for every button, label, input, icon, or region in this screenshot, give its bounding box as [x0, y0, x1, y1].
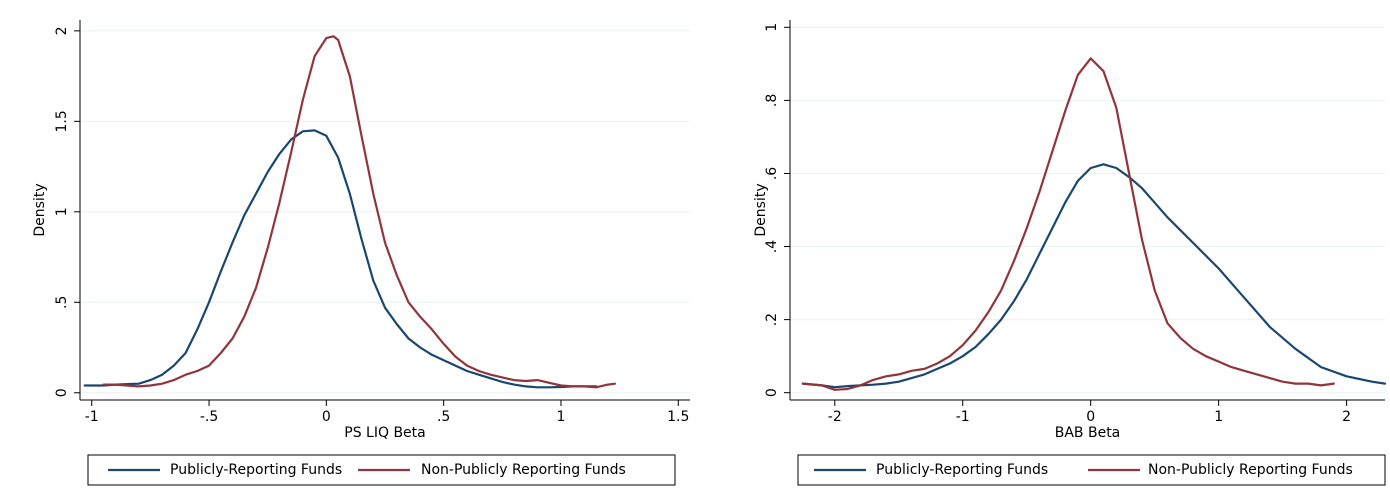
- chart-panel-1: 0 .5 1 1.5 2 -1 -.5 0 .5 1 1.5 PS LIQ Beta Density Pu…: [32, 20, 690, 486]
- y-axis-title: Density: [753, 183, 769, 236]
- x-tick-label-4: 2: [1342, 409, 1351, 425]
- x-tick-label-4: 1: [557, 409, 566, 425]
- y-tick-label-3: .6: [764, 167, 780, 180]
- y-tick-label-4: .8: [764, 94, 780, 107]
- legend: Publicly-Reporting Funds Non-Publicly Rep…: [797, 454, 1386, 486]
- x-tick-label-0: -2: [828, 409, 842, 425]
- y-tick-label-1: .2: [764, 313, 780, 326]
- x-tick-label-3: .5: [437, 409, 450, 425]
- y-axis-title: Density: [32, 183, 48, 236]
- legend-label-1: Publicly-Reporting Funds: [876, 462, 1048, 478]
- x-tick-label-1: -1: [956, 409, 970, 425]
- legend-label-2: Non-Publicly Reporting Funds: [421, 462, 626, 478]
- chart-panel-2: 0 .2 .4 .6 .8 1 -2 -1 0 1 2 BAB Beta Density Publicly…: [753, 20, 1387, 486]
- y-tick-label-0: 0: [764, 388, 780, 397]
- y-tick-label-0: 0: [54, 388, 70, 397]
- y-tick-label-4: 2: [54, 26, 70, 35]
- legend: Publicly-Reporting Funds Non-Publicly Rep…: [87, 454, 676, 486]
- y-tick-label-5: 1: [764, 23, 780, 32]
- x-tick-label-5: 1.5: [667, 409, 689, 425]
- y-tick-label-2: 1: [54, 207, 70, 216]
- legend-label-2: Non-Publicly Reporting Funds: [1148, 462, 1353, 478]
- series-line-1: [83, 129, 598, 389]
- series-line-2: [801, 57, 1335, 391]
- legend-label-1: Publicly-Reporting Funds: [170, 462, 342, 478]
- x-tick-label-0: -1: [85, 409, 99, 425]
- x-axis-title: BAB Beta: [1055, 425, 1121, 441]
- x-tick-label-1: -.5: [200, 409, 218, 425]
- x-tick-label-3: 1: [1214, 409, 1223, 425]
- series-line-1: [801, 163, 1387, 389]
- series-line-2: [102, 35, 617, 389]
- x-axis-title: PS LIQ Beta: [344, 425, 425, 441]
- y-tick-label-2: .4: [764, 240, 780, 253]
- x-tick-label-2: 0: [1086, 409, 1095, 425]
- x-tick-label-2: 0: [322, 409, 331, 425]
- y-tick-label-3: 1.5: [54, 110, 70, 132]
- y-tick-label-1: .5: [54, 296, 70, 309]
